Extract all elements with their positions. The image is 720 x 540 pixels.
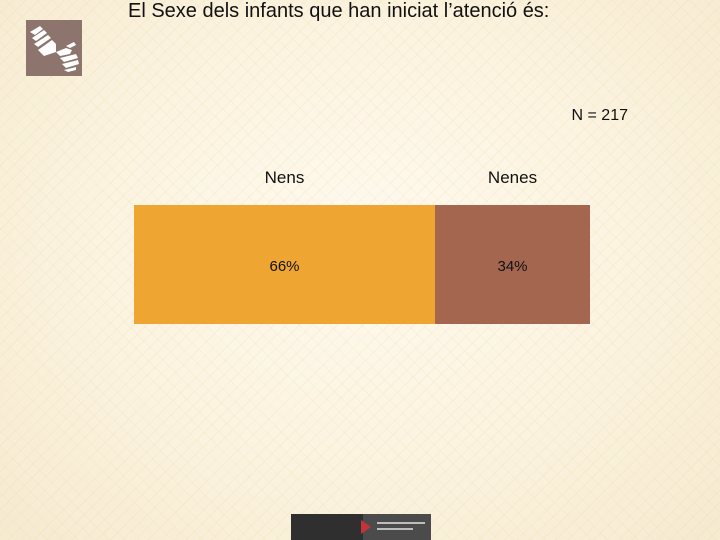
value-label-nenes: 34% [497,258,528,275]
dapsi-cerdanyola-logo [291,514,431,540]
sample-size: N = 217 [571,107,628,124]
value-label-nens: 66% [269,258,300,275]
bar-segment-nens [134,205,435,324]
chart-title: El Sexe dels infants que han iniciat l’a… [128,0,550,22]
bar-segment-nenes [435,205,590,324]
hands-icon [30,26,79,72]
category-label-nens: Nens [264,168,305,187]
hands-logo [26,20,82,76]
category-label-nenes: Nenes [487,168,538,187]
